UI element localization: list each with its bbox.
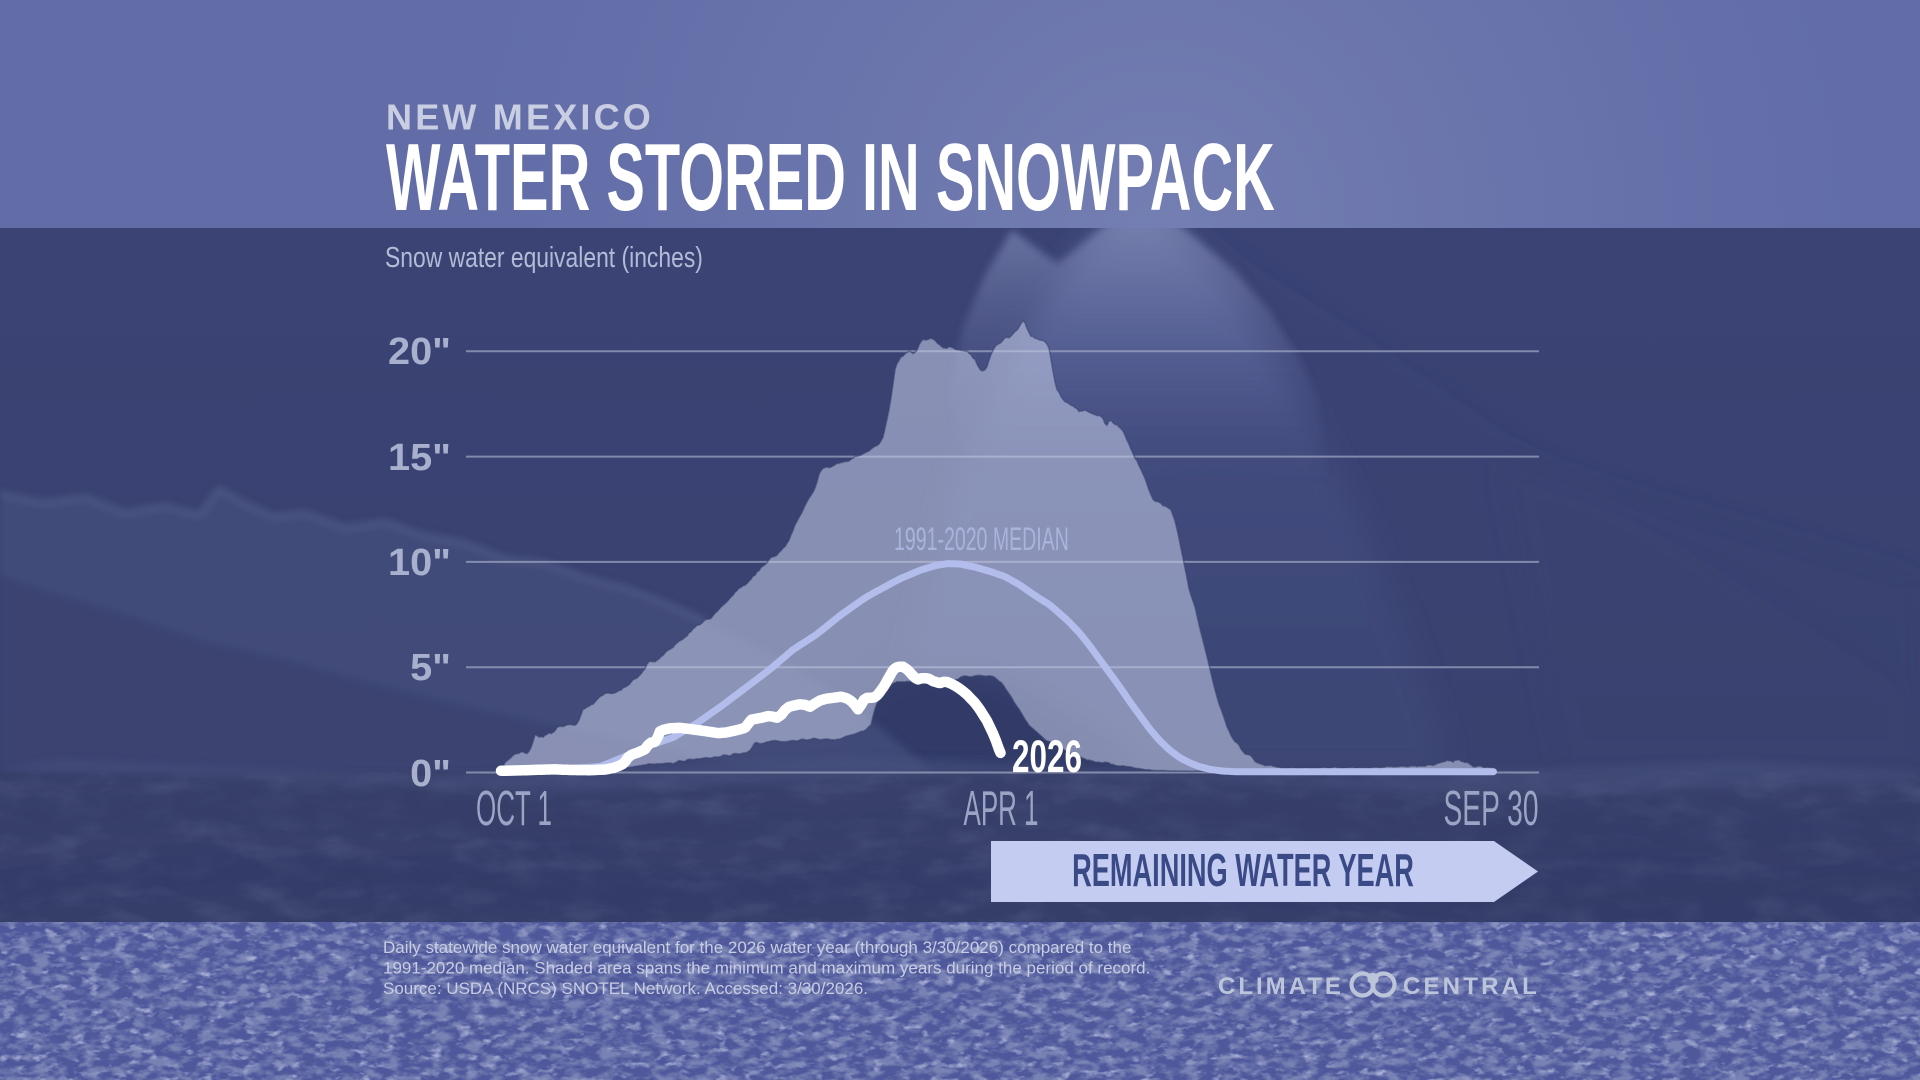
svg-text:5": 5"	[410, 647, 451, 689]
svg-text:REMAINING WATER YEAR: REMAINING WATER YEAR	[1072, 846, 1414, 897]
svg-text:1991-2020 median. Shaded area: 1991-2020 median. Shaded area spans the …	[383, 959, 1150, 978]
svg-text:20": 20"	[388, 331, 451, 373]
svg-text:Source: USDA (NRCS) SNOTEL Net: Source: USDA (NRCS) SNOTEL Network. Acce…	[383, 979, 868, 998]
svg-text:APR 1: APR 1	[964, 783, 1039, 837]
svg-text:NEW MEXICO: NEW MEXICO	[386, 97, 654, 138]
svg-text:Snow water equivalent (inches): Snow water equivalent (inches)	[385, 240, 703, 273]
svg-text:CLIMATE: CLIMATE	[1218, 973, 1344, 1000]
svg-text:WATER STORED IN SNOWPACK: WATER STORED IN SNOWPACK	[386, 123, 1275, 231]
svg-text:Daily statewide snow water equ: Daily statewide snow water equivalent fo…	[383, 938, 1131, 957]
svg-text:2026: 2026	[1012, 733, 1082, 783]
svg-text:SEP 30: SEP 30	[1444, 782, 1539, 836]
svg-text:15": 15"	[388, 437, 451, 479]
svg-text:0": 0"	[410, 753, 451, 795]
svg-text:CENTRAL: CENTRAL	[1403, 973, 1540, 1000]
svg-text:1991-2020 MEDIAN: 1991-2020 MEDIAN	[894, 521, 1069, 557]
svg-text:OCT 1: OCT 1	[476, 783, 552, 837]
svg-text:10": 10"	[388, 542, 451, 584]
